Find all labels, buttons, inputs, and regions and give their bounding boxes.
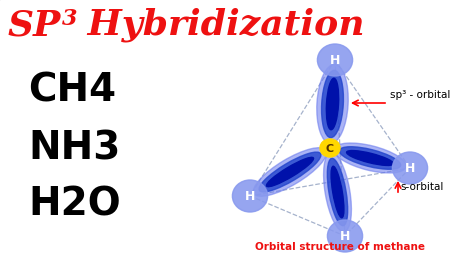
Text: H: H <box>340 231 350 243</box>
Text: s-orbital: s-orbital <box>400 182 443 192</box>
Text: H2O: H2O <box>28 185 121 223</box>
Ellipse shape <box>331 166 344 218</box>
Text: Hybridization: Hybridization <box>75 8 365 43</box>
Text: 3: 3 <box>62 8 78 30</box>
Text: Orbital structure of methane: Orbital structure of methane <box>255 242 425 252</box>
Ellipse shape <box>328 220 363 252</box>
Ellipse shape <box>232 180 268 212</box>
Text: NH3: NH3 <box>28 130 120 168</box>
Ellipse shape <box>339 147 401 169</box>
Ellipse shape <box>321 70 344 138</box>
Text: H: H <box>405 163 415 176</box>
Text: C: C <box>326 144 334 154</box>
Text: H: H <box>245 190 255 203</box>
Ellipse shape <box>328 158 348 226</box>
Ellipse shape <box>324 152 351 232</box>
Ellipse shape <box>254 148 327 196</box>
Text: sp³ - orbital: sp³ - orbital <box>390 90 450 100</box>
Ellipse shape <box>320 139 340 157</box>
Text: CH4: CH4 <box>28 72 116 110</box>
Ellipse shape <box>318 44 353 76</box>
Ellipse shape <box>326 78 338 130</box>
Ellipse shape <box>317 64 348 144</box>
Ellipse shape <box>266 157 313 187</box>
Ellipse shape <box>392 152 428 184</box>
Ellipse shape <box>334 143 406 173</box>
Ellipse shape <box>346 151 393 165</box>
Ellipse shape <box>259 152 321 192</box>
Text: SP: SP <box>8 8 61 42</box>
Text: H: H <box>330 55 340 68</box>
